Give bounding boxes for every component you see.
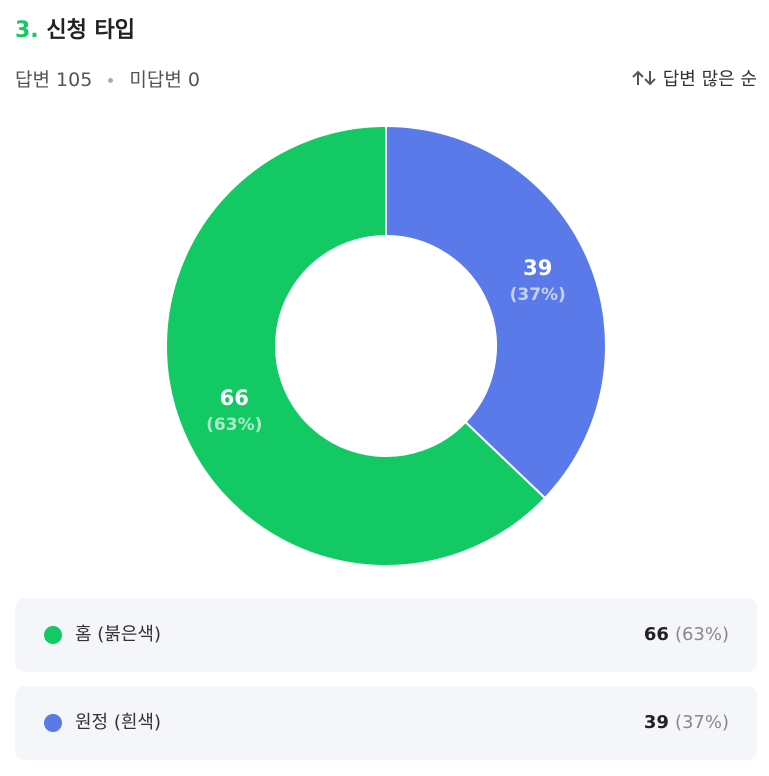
slice-value-label: 39 [523, 256, 552, 280]
legend-value: 39 (37%) [644, 686, 729, 760]
answered-label: 답변 [15, 69, 50, 91]
unanswered-label: 미답변 [129, 69, 182, 91]
legend-count: 39 [643, 712, 669, 733]
question-title: 3. 신청 타입 [15, 12, 135, 44]
legend-share: (63%) [674, 624, 729, 645]
slice-share-label: (63%) [206, 415, 262, 435]
donut-slice [165, 124, 547, 567]
donut-chart: 66 (63%) 39 (37%) [165, 124, 607, 567]
title: 신청 타입 [46, 18, 135, 43]
slice-share-label: (37%) [510, 285, 566, 305]
legend-count: 66 [643, 624, 669, 645]
legend-share: (37%) [674, 712, 729, 733]
donut-slice [385, 124, 607, 500]
sort-button[interactable]: 답변 많은 순 [631, 65, 757, 91]
sort-label: 답변 많은 순 [662, 69, 757, 90]
legend-row: 홈 (붉은색) 66 (63%) [15, 598, 757, 672]
slice-value-label: 66 [220, 386, 249, 410]
separator [108, 78, 114, 83]
legend-row: 원정 (흰색) 39 (37%) [15, 686, 757, 760]
legend-label: 원정 (흰색) [75, 712, 162, 733]
legend-marker [44, 626, 62, 644]
answer-stats: 답변 105 미답변 0 [15, 65, 200, 92]
legend-marker [44, 714, 62, 732]
legend-value: 66 (63%) [644, 598, 729, 672]
question-number: 3. [15, 18, 39, 43]
legend-label: 홈 (붉은색) [75, 624, 162, 645]
answered-count: 105 [56, 69, 93, 91]
unanswered-count: 0 [187, 69, 200, 91]
sort-icon [632, 70, 656, 86]
